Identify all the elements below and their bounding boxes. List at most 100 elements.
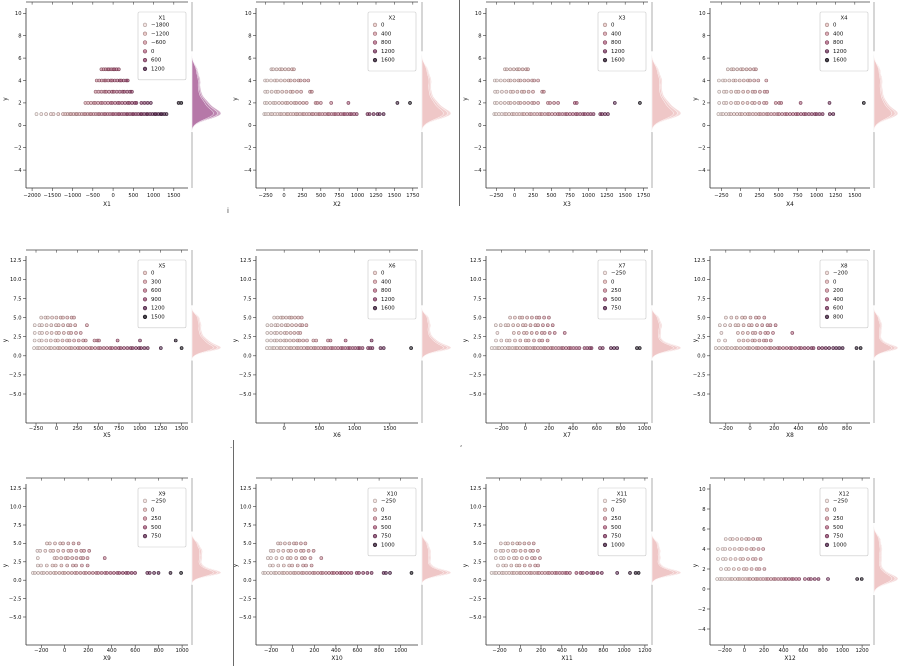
svg-text:10.0: 10.0 bbox=[10, 277, 22, 283]
y-axis-label: y bbox=[3, 97, 9, 101]
svg-text:500: 500 bbox=[381, 525, 392, 531]
svg-text:0: 0 bbox=[743, 648, 746, 654]
svg-text:0: 0 bbox=[833, 507, 837, 513]
svg-text:1000: 1000 bbox=[394, 648, 407, 654]
figure-divider-1 bbox=[459, 0, 460, 206]
scatter-points bbox=[489, 315, 642, 350]
svg-text:12.5: 12.5 bbox=[10, 486, 22, 492]
svg-text:1500: 1500 bbox=[619, 193, 632, 199]
svg-text:−2.5: −2.5 bbox=[469, 373, 482, 379]
plot-panel-x10: −5.0 −2.5 0.0 2.5 5.0 7.5 10.0 12.5 y −200 0 200 400… bbox=[233, 477, 452, 662]
svg-text:800: 800 bbox=[381, 40, 392, 46]
svg-text:−250: −250 bbox=[611, 271, 626, 277]
svg-text:1200: 1200 bbox=[833, 49, 847, 55]
svg-text:2.5: 2.5 bbox=[13, 560, 21, 566]
y-axis-label: y bbox=[233, 338, 239, 342]
svg-text:600: 600 bbox=[818, 426, 828, 432]
legend-title: X12 bbox=[839, 492, 850, 498]
top-marginal-axis bbox=[710, 1, 870, 5]
svg-text:500: 500 bbox=[93, 426, 103, 432]
marginal-density bbox=[421, 478, 452, 645]
svg-text:400: 400 bbox=[381, 279, 392, 285]
legend: X12−250 0 250 500 750 1000 bbox=[819, 487, 869, 557]
svg-text:500: 500 bbox=[316, 193, 326, 199]
svg-text:12.5: 12.5 bbox=[240, 258, 252, 264]
y-axis: −4 −2 0 2 4 6 8 10 y bbox=[693, 484, 711, 645]
marginal-density bbox=[651, 2, 682, 188]
svg-text:0: 0 bbox=[151, 49, 155, 55]
svg-text:−5.0: −5.0 bbox=[239, 392, 252, 398]
marginal-density bbox=[651, 250, 682, 423]
legend: X40 400 800 1200 1600 bbox=[819, 11, 869, 72]
y-axis: −4 −2 0 2 4 6 8 10 y bbox=[233, 8, 257, 188]
svg-text:400: 400 bbox=[107, 648, 117, 654]
svg-text:12.5: 12.5 bbox=[694, 258, 706, 264]
svg-text:0: 0 bbox=[519, 648, 522, 654]
svg-text:0.0: 0.0 bbox=[697, 354, 705, 360]
svg-text:0: 0 bbox=[611, 279, 615, 285]
y-axis: −5.0 −2.5 0.0 2.5 5.0 7.5 10.0 12.5 y bbox=[233, 256, 257, 423]
scatter-points bbox=[492, 67, 642, 116]
svg-text:500: 500 bbox=[547, 193, 557, 199]
svg-text:2: 2 bbox=[248, 101, 251, 107]
svg-text:4: 4 bbox=[702, 547, 706, 553]
svg-text:2.5: 2.5 bbox=[243, 335, 251, 341]
svg-text:250: 250 bbox=[73, 426, 83, 432]
top-marginal-axis bbox=[710, 249, 870, 253]
legend: X30 400 800 1200 1600 bbox=[597, 11, 647, 72]
y-axis: −5.0 −2.5 0.0 2.5 5.0 7.5 10.0 12.5 y bbox=[3, 256, 27, 423]
top-marginal-axis bbox=[26, 477, 188, 481]
stray-text-artifact-2: , bbox=[460, 440, 463, 448]
svg-text:250: 250 bbox=[833, 516, 844, 522]
svg-text:0: 0 bbox=[702, 587, 705, 593]
svg-text:5.0: 5.0 bbox=[243, 541, 251, 547]
x-axis: −200 0 200 400 600 800 1000 1200 X12 bbox=[710, 644, 870, 662]
legend-title: X10 bbox=[387, 492, 398, 498]
svg-text:1000: 1000 bbox=[175, 648, 188, 654]
plot-panel-x2: −4 −2 0 2 4 6 8 10 y −250 0 250 500 750 1000 1250 1500 17… bbox=[233, 1, 452, 208]
svg-text:1600: 1600 bbox=[833, 58, 847, 64]
marginal-density bbox=[191, 250, 222, 423]
figure-divider-2 bbox=[233, 440, 234, 666]
x-axis-label: X8 bbox=[786, 433, 794, 439]
svg-text:500: 500 bbox=[151, 525, 162, 531]
x-axis-label: X10 bbox=[331, 656, 343, 662]
svg-text:1000: 1000 bbox=[611, 543, 625, 549]
svg-text:0: 0 bbox=[833, 279, 837, 285]
svg-text:1600: 1600 bbox=[381, 306, 395, 312]
svg-text:250: 250 bbox=[151, 516, 162, 522]
svg-text:−200: −200 bbox=[719, 426, 733, 432]
svg-text:−2: −2 bbox=[244, 146, 252, 152]
svg-text:8: 8 bbox=[248, 34, 251, 40]
x-axis: −250 0 250 500 750 1000 1250 1500 1750 X2 bbox=[256, 187, 419, 208]
svg-text:400: 400 bbox=[557, 648, 567, 654]
svg-text:0: 0 bbox=[478, 123, 481, 129]
svg-text:−250: −250 bbox=[833, 499, 848, 505]
svg-text:0: 0 bbox=[18, 123, 21, 129]
y-axis: −4 −2 0 2 4 6 8 10 y bbox=[3, 8, 27, 188]
svg-text:12.5: 12.5 bbox=[470, 486, 482, 492]
top-marginal-axis bbox=[710, 477, 870, 481]
svg-text:2: 2 bbox=[702, 567, 705, 573]
svg-text:−250: −250 bbox=[611, 499, 626, 505]
svg-text:−2.5: −2.5 bbox=[693, 373, 706, 379]
svg-text:10.0: 10.0 bbox=[470, 277, 482, 283]
svg-text:0: 0 bbox=[611, 23, 615, 29]
x-axis: −250 0 250 500 750 1000 1250 1500 X4 bbox=[710, 187, 870, 208]
svg-text:0: 0 bbox=[513, 193, 516, 199]
svg-text:−1000: −1000 bbox=[64, 193, 82, 199]
svg-text:800: 800 bbox=[833, 40, 844, 46]
scatter-points bbox=[32, 315, 184, 350]
svg-text:2: 2 bbox=[702, 101, 705, 107]
svg-text:−4: −4 bbox=[698, 168, 706, 174]
svg-text:1500: 1500 bbox=[151, 315, 165, 321]
svg-text:10.0: 10.0 bbox=[470, 504, 482, 510]
svg-text:1500: 1500 bbox=[848, 193, 861, 199]
svg-text:6: 6 bbox=[702, 56, 705, 62]
svg-text:200: 200 bbox=[309, 648, 319, 654]
svg-text:2.5: 2.5 bbox=[13, 335, 21, 341]
svg-text:2.5: 2.5 bbox=[473, 335, 481, 341]
plot-panel-x12: −4 −2 0 2 4 6 8 10 y −200 0 200 400 600 800 1000 1200 X12… bbox=[693, 477, 899, 662]
x-axis-label: X1 bbox=[103, 202, 111, 208]
